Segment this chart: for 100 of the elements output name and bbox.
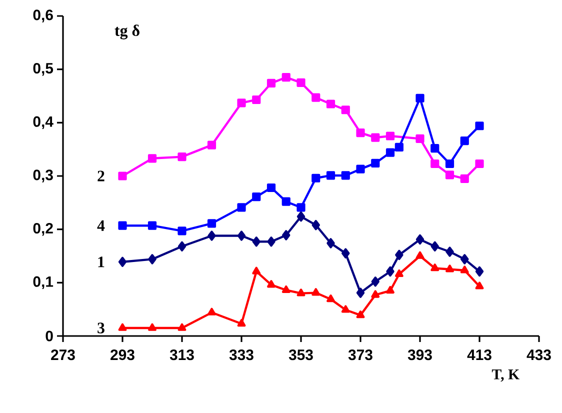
point [341,171,350,180]
point [430,159,440,168]
point [282,230,290,240]
point [445,159,454,168]
x-tick-label: 333 [229,350,254,360]
point [371,158,380,168]
y-tick-label: 0,4 [33,116,54,130]
x-tick-label: 433 [526,350,551,360]
point [252,192,261,202]
point [430,241,439,252]
y-tick-label: 0,5 [33,62,54,76]
point [395,250,404,260]
point [326,238,335,248]
point [446,264,454,272]
y-axis-title: tg δ [114,24,140,40]
point [178,226,186,236]
point [430,144,440,153]
point [475,266,484,277]
point [475,282,484,290]
series-label: 2 [98,170,104,182]
x-tick-label: 413 [467,350,492,360]
point [341,305,350,313]
point [237,319,246,327]
point [356,164,365,174]
point [252,236,260,247]
point [296,211,306,222]
point [460,266,469,274]
point [386,148,395,157]
x-axis-title: T, K [492,370,520,382]
point [282,285,290,294]
point [296,288,306,296]
y-tick-label: 0,1 [33,276,54,290]
point [386,266,394,277]
point [445,170,454,180]
point [118,323,127,331]
point [475,122,484,130]
point [416,94,424,102]
point [394,269,404,278]
point [356,128,365,138]
point [430,264,440,272]
point [148,154,157,163]
point [341,106,350,114]
point [312,288,320,296]
point [237,230,246,241]
point [118,221,127,230]
point [267,280,276,288]
point [178,241,186,252]
point [394,142,404,152]
point [266,183,276,192]
y-tick-label: 0 [46,330,53,342]
point [446,246,454,257]
point [148,323,156,331]
point [416,134,424,143]
point [207,140,216,150]
point [342,248,350,258]
x-tick-label: 353 [288,350,313,360]
point [296,78,306,87]
x-tick-label: 293 [110,350,134,360]
point [312,174,320,182]
point [237,203,246,212]
series-label: 1 [98,256,104,268]
point [267,236,276,247]
x-tick-label: 313 [170,350,194,360]
point [386,132,395,140]
point [356,310,365,318]
point [460,174,469,183]
point [208,230,216,241]
point [252,266,261,274]
point [207,219,216,228]
point [148,221,157,230]
point [371,133,380,142]
x-tick-label: 273 [51,350,75,360]
point [326,294,335,302]
x-tick-label: 393 [408,350,432,360]
point [252,95,261,104]
x-tick-label: 373 [348,350,372,360]
point [371,276,380,287]
point [475,159,484,168]
point [326,171,336,180]
point [282,73,290,82]
y-tick-label: 0,6 [33,10,53,22]
point [266,78,276,88]
series-label: 3 [98,322,104,334]
point [208,308,216,316]
point [118,172,127,180]
point [416,251,424,259]
y-tick-label: 0,2 [33,222,53,236]
point [148,254,156,264]
point [282,197,290,206]
series-label: 4 [97,220,105,231]
y-tick-label: 0,3 [33,170,53,182]
point [326,100,336,108]
point [237,98,246,108]
point [386,286,394,294]
point [356,288,365,298]
point [178,323,186,331]
point [460,254,469,264]
point [296,203,306,212]
point [371,290,380,298]
point [416,234,424,245]
